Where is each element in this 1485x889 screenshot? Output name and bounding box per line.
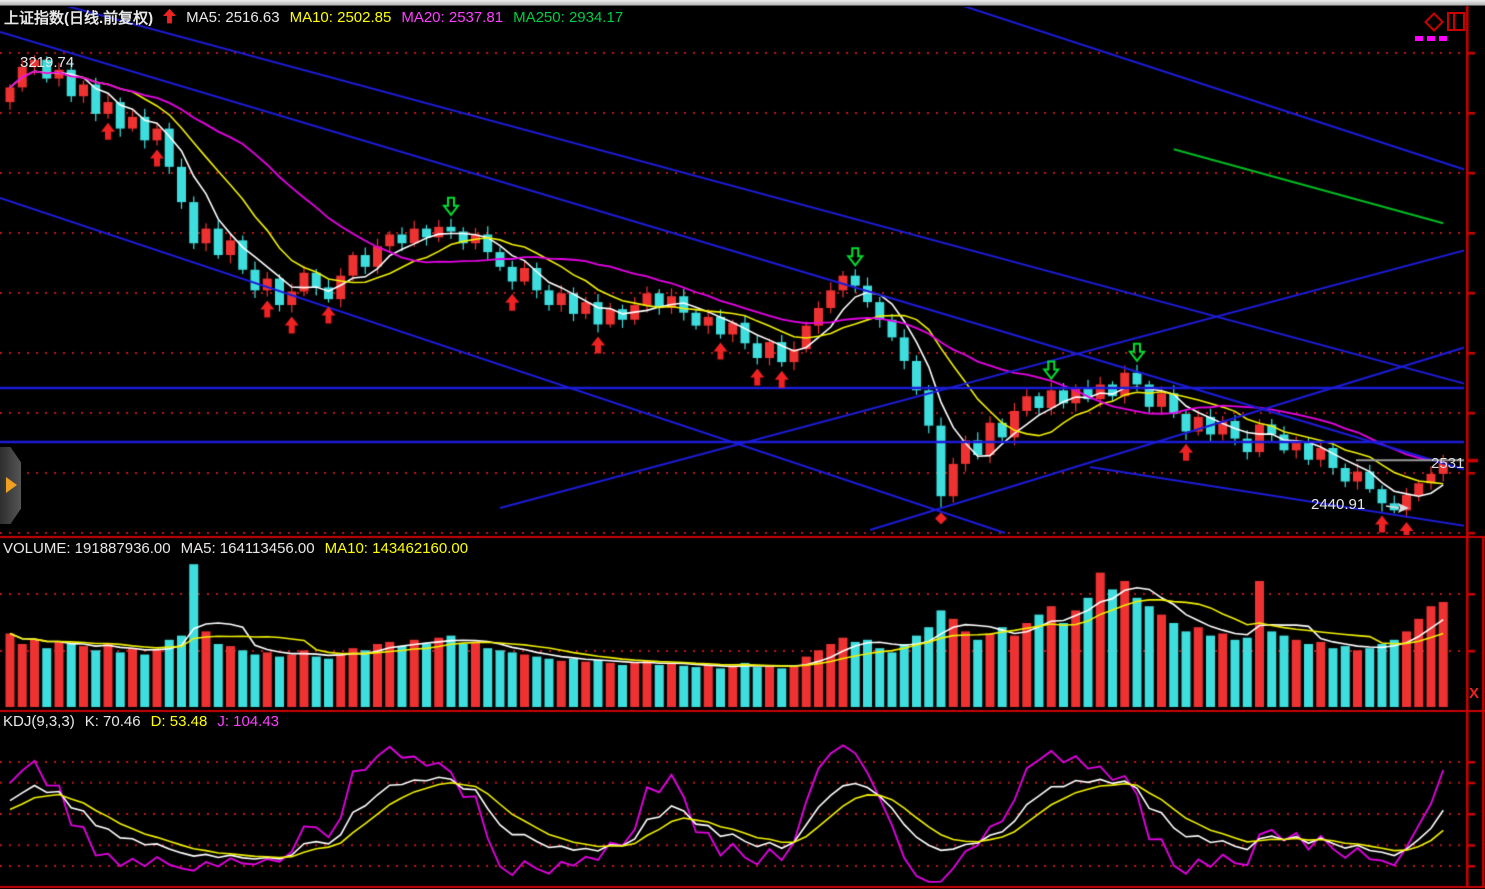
ma250-value: MA250: 2934.17 bbox=[513, 9, 624, 26]
kdj-j-value: J: 104.43 bbox=[217, 713, 280, 730]
expand-arrow-icon bbox=[6, 477, 17, 493]
main-chart-header: 上证指数(日线.前复权) MA5: 2516.63 MA10: 2502.85 … bbox=[4, 7, 623, 28]
low-price-label: 2440.91 bbox=[1311, 496, 1366, 513]
up-arrow-icon bbox=[163, 8, 177, 28]
magenta-dash-mark bbox=[1415, 36, 1423, 41]
kdj-header: KDJ(9,3,3) K: 70.46 D: 53.48 J: 104.43 bbox=[3, 713, 279, 730]
ma5-value: MA5: 2516.63 bbox=[186, 9, 280, 26]
symbol-label: 上证指数(日线.前复权) bbox=[4, 10, 154, 27]
draw-diamond-tool-icon[interactable] bbox=[1423, 11, 1445, 38]
kdj-d-value: D: 53.48 bbox=[150, 713, 208, 730]
last-price-label: 2531 bbox=[1431, 455, 1465, 472]
kdj-label: KDJ(9,3,3) bbox=[3, 713, 75, 730]
magenta-dash-mark bbox=[1427, 36, 1435, 41]
toolbar-edge-strip bbox=[0, 0, 1485, 6]
high-price-label: 3219.74 bbox=[20, 54, 75, 71]
volume-header: VOLUME: 191887936.00 MA5: 164113456.00 M… bbox=[3, 540, 468, 557]
volume-value: VOLUME: 191887936.00 bbox=[3, 540, 171, 557]
ma10-value: MA10: 2502.85 bbox=[289, 9, 392, 26]
split-window-icon[interactable] bbox=[1447, 12, 1465, 36]
close-indicator-icon[interactable]: X bbox=[1469, 685, 1480, 702]
left-panel-expand-handle[interactable] bbox=[0, 447, 21, 524]
volume-ma5-value: MA5: 164113456.00 bbox=[180, 540, 315, 557]
ma20-value: MA20: 2537.81 bbox=[401, 9, 504, 26]
volume-ma10-value: MA10: 143462160.00 bbox=[324, 540, 469, 557]
magenta-dash-mark bbox=[1439, 36, 1447, 41]
kdj-k-value: K: 70.46 bbox=[84, 713, 141, 730]
